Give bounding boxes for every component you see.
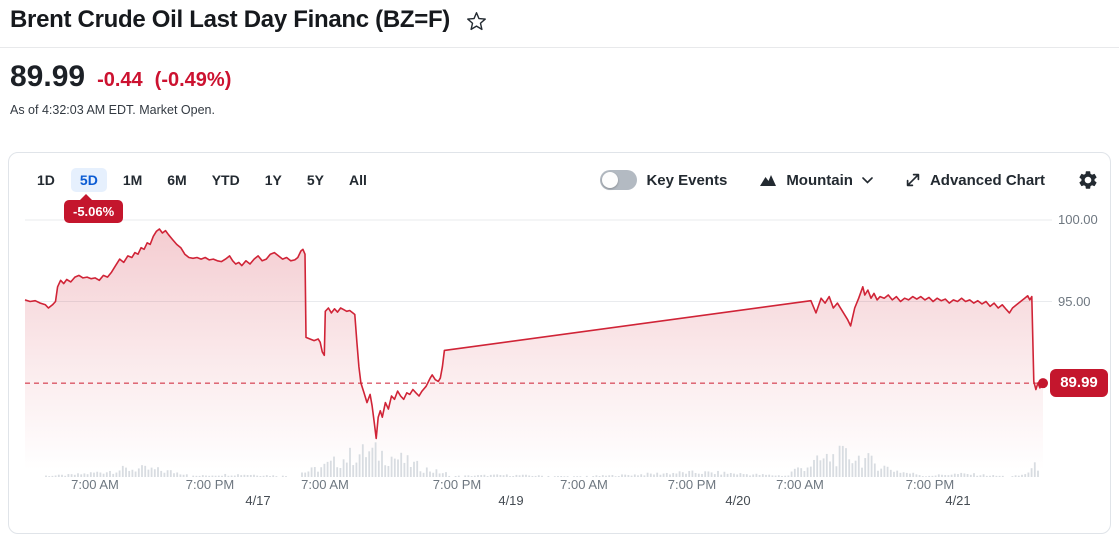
advanced-chart-label: Advanced Chart (929, 171, 1045, 189)
key-events-label: Key Events (646, 171, 728, 189)
x-axis-time-label: 7:00 AM (301, 477, 349, 492)
page-title: Brent Crude Oil Last Day Financ (BZ=F) (10, 6, 450, 33)
x-axis-date-label: 4/21 (945, 493, 971, 508)
chart-type-label: Mountain (786, 171, 853, 189)
range-tab-1y[interactable]: 1Y (256, 168, 291, 192)
header-divider (0, 47, 1119, 48)
range-tab-5y[interactable]: 5Y (298, 168, 333, 192)
range-tab-all[interactable]: All (340, 168, 376, 192)
range-tab-1d[interactable]: 1D (28, 168, 64, 192)
current-price-axis-badge: 89.99 (1050, 369, 1108, 397)
range-tab-ytd[interactable]: YTD (203, 168, 249, 192)
toggle-knob (602, 172, 619, 188)
range-change-tooltip: -5.06% (64, 194, 124, 223)
mountain-icon (760, 175, 777, 186)
current-price: 89.99 (10, 60, 86, 93)
x-axis-time-label: 7:00 AM (560, 477, 608, 492)
star-icon[interactable] (466, 11, 487, 32)
quote-page: Brent Crude Oil Last Day Financ (BZ=F) 8… (0, 6, 1119, 534)
price-change-percent: (-0.49%) (154, 69, 232, 91)
x-axis-time-label: 7:00 AM (71, 477, 119, 492)
asof-timestamp: As of 4:32:03 AM EDT. Market Open. (10, 103, 215, 117)
y-axis-label: 100.00 (1058, 212, 1098, 227)
chart-controls: Key Events Mountain Advanced Chart (600, 169, 1099, 191)
chevron-down-icon (862, 176, 873, 184)
x-axis-time-label: 7:00 PM (905, 477, 955, 492)
advanced-chart-button[interactable]: Advanced Chart (905, 172, 1045, 189)
x-axis-time-label: 7:00 PM (667, 477, 717, 492)
range-tab-6m[interactable]: 6M (158, 168, 195, 192)
key-events-toggle[interactable] (600, 170, 638, 190)
x-axis-time-label: 7:00 AM (776, 477, 824, 492)
price-change: -0.44 (97, 69, 143, 91)
chart-type-selector[interactable]: Mountain (759, 172, 873, 189)
x-axis-date-label: 4/20 (725, 493, 751, 508)
y-axis-label: 95.00 (1058, 293, 1091, 309)
range-tab-5d[interactable]: 5D (70, 168, 107, 192)
x-axis-date-label: 4/17 (245, 493, 271, 508)
diagonal-expand-arrows-icon (906, 173, 920, 187)
x-axis-date-label: 4/19 (498, 493, 524, 508)
x-axis-time-label: 7:00 PM (432, 477, 482, 492)
range-tab-1m[interactable]: 1M (114, 168, 151, 192)
range-tabs: 1D 5D 1M 6M YTD 1Y 5Y All (28, 168, 376, 192)
x-axis-time-label: 7:00 PM (185, 477, 235, 492)
chart-toolbar: 1D 5D 1M 6M YTD 1Y 5Y All Key Events Mountain A (28, 165, 1099, 195)
gear-icon[interactable] (1077, 169, 1099, 191)
